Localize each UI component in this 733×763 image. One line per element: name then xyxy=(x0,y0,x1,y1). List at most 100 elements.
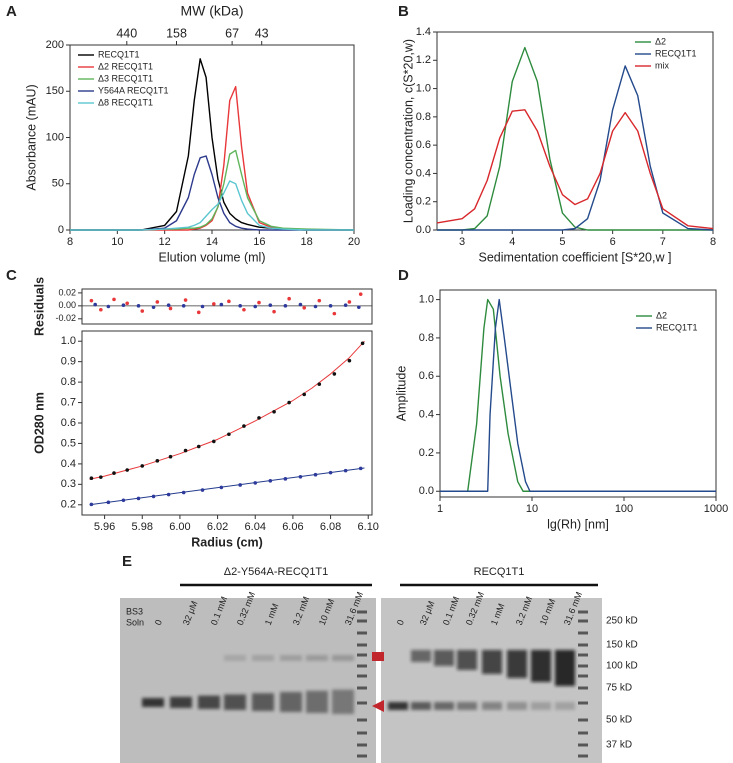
data-point xyxy=(125,301,129,306)
y-tick-label: 0.5 xyxy=(61,437,76,449)
gel-band xyxy=(224,655,246,661)
ladder-band xyxy=(578,701,588,705)
x-tick-label: 12 xyxy=(159,236,171,248)
data-point xyxy=(317,298,322,303)
gel-band xyxy=(507,650,527,678)
data-point xyxy=(253,304,258,309)
data-point xyxy=(151,494,156,499)
data-point xyxy=(151,305,156,309)
x-tick-label: 5 xyxy=(559,236,565,248)
y-tick-label: 200 xyxy=(46,39,64,51)
data-point xyxy=(268,479,273,483)
gel-band xyxy=(280,692,302,712)
gel-left xyxy=(120,598,376,763)
gel-band xyxy=(555,650,575,686)
gel-band xyxy=(411,650,431,662)
data-point xyxy=(89,476,94,481)
ladder-band xyxy=(578,631,588,635)
plot-frame xyxy=(436,31,714,231)
y-tick-label: 1.0 xyxy=(419,293,434,305)
series-line xyxy=(440,298,716,492)
data-point xyxy=(358,292,363,296)
data-point xyxy=(106,304,111,309)
marker-label: 75 kD xyxy=(606,683,632,694)
legend-label: RECQ1T1 xyxy=(98,49,140,59)
data-point xyxy=(99,475,103,479)
y-tick-label: 0.9 xyxy=(61,356,76,368)
y-tick-label: 0.6 xyxy=(416,139,431,151)
x2-tick-label: 43 xyxy=(255,26,269,40)
gel-band xyxy=(252,655,274,661)
data-point xyxy=(360,341,365,346)
data-point xyxy=(136,304,141,308)
gel-band xyxy=(280,655,302,661)
x-tick-label: 1000 xyxy=(704,503,728,515)
data-point xyxy=(313,472,318,477)
x-tick-label: 4 xyxy=(509,236,515,248)
marker-label: 50 kD xyxy=(606,715,632,726)
gel-band xyxy=(482,650,502,674)
data-point xyxy=(238,304,242,308)
plot-frame xyxy=(439,289,717,498)
series-line xyxy=(89,467,365,506)
gel-band xyxy=(142,698,164,707)
data-point xyxy=(155,459,160,463)
x-tick-label: 8 xyxy=(710,236,716,248)
data-point xyxy=(328,470,333,475)
data-point xyxy=(125,468,129,472)
data-point xyxy=(242,307,246,312)
series-line xyxy=(89,340,365,480)
ladder-band xyxy=(578,619,588,623)
ladder-band xyxy=(357,686,367,690)
ladder-band xyxy=(578,754,588,758)
data-point xyxy=(257,416,261,420)
marker-label: 250 kD xyxy=(606,616,638,627)
marker-label: 100 kD xyxy=(606,661,638,672)
gel-band xyxy=(332,655,354,661)
legend-label: Δ8 RECQ1T1 xyxy=(98,97,153,107)
ladder-band xyxy=(578,731,588,735)
x2-tick-label: 440 xyxy=(116,26,137,40)
gel-band xyxy=(411,702,431,710)
ladder-band xyxy=(357,619,367,623)
x-tick-label: 16 xyxy=(253,236,265,248)
data-point xyxy=(183,298,188,302)
data-point xyxy=(268,303,273,308)
gel-band xyxy=(457,702,477,710)
x-tick-label: 20 xyxy=(348,236,360,248)
monomer-marker xyxy=(372,700,384,712)
data-point xyxy=(89,298,94,303)
gel-band xyxy=(388,702,408,710)
y-tick-label: 0.8 xyxy=(416,111,431,123)
x-axis-label: Radius (cm) xyxy=(191,535,263,549)
y-tick-label: 0.0 xyxy=(419,485,434,497)
lane-label: 0 xyxy=(395,618,406,626)
data-point xyxy=(112,471,116,475)
panel-letter: B xyxy=(398,3,409,20)
x-tick-label: 100 xyxy=(615,503,633,515)
data-point xyxy=(168,306,173,311)
gel-band xyxy=(306,655,328,661)
y-tick-label: 0 xyxy=(58,224,64,236)
data-point xyxy=(140,309,145,313)
ladder-band xyxy=(357,731,367,735)
data-point xyxy=(358,466,363,471)
y-tick-label: 0.4 xyxy=(61,458,76,470)
series-line xyxy=(70,155,354,231)
ladder-band xyxy=(578,674,588,678)
row-label: BS3 xyxy=(126,606,143,616)
series-line xyxy=(436,109,714,230)
series-line xyxy=(70,149,355,231)
y-tick-label: 0.2 xyxy=(61,499,76,511)
data-point xyxy=(89,502,94,507)
x-tick-label: 6.04 xyxy=(245,521,266,533)
legend-label: Δ2 RECQ1T1 xyxy=(98,61,153,71)
data-point xyxy=(196,310,201,315)
x-tick-label: 3 xyxy=(459,236,465,248)
gel-band xyxy=(482,702,502,710)
gel-band xyxy=(332,689,354,714)
x-tick-label: 6 xyxy=(610,236,616,248)
ladder-band xyxy=(357,610,367,614)
data-point xyxy=(238,483,242,487)
